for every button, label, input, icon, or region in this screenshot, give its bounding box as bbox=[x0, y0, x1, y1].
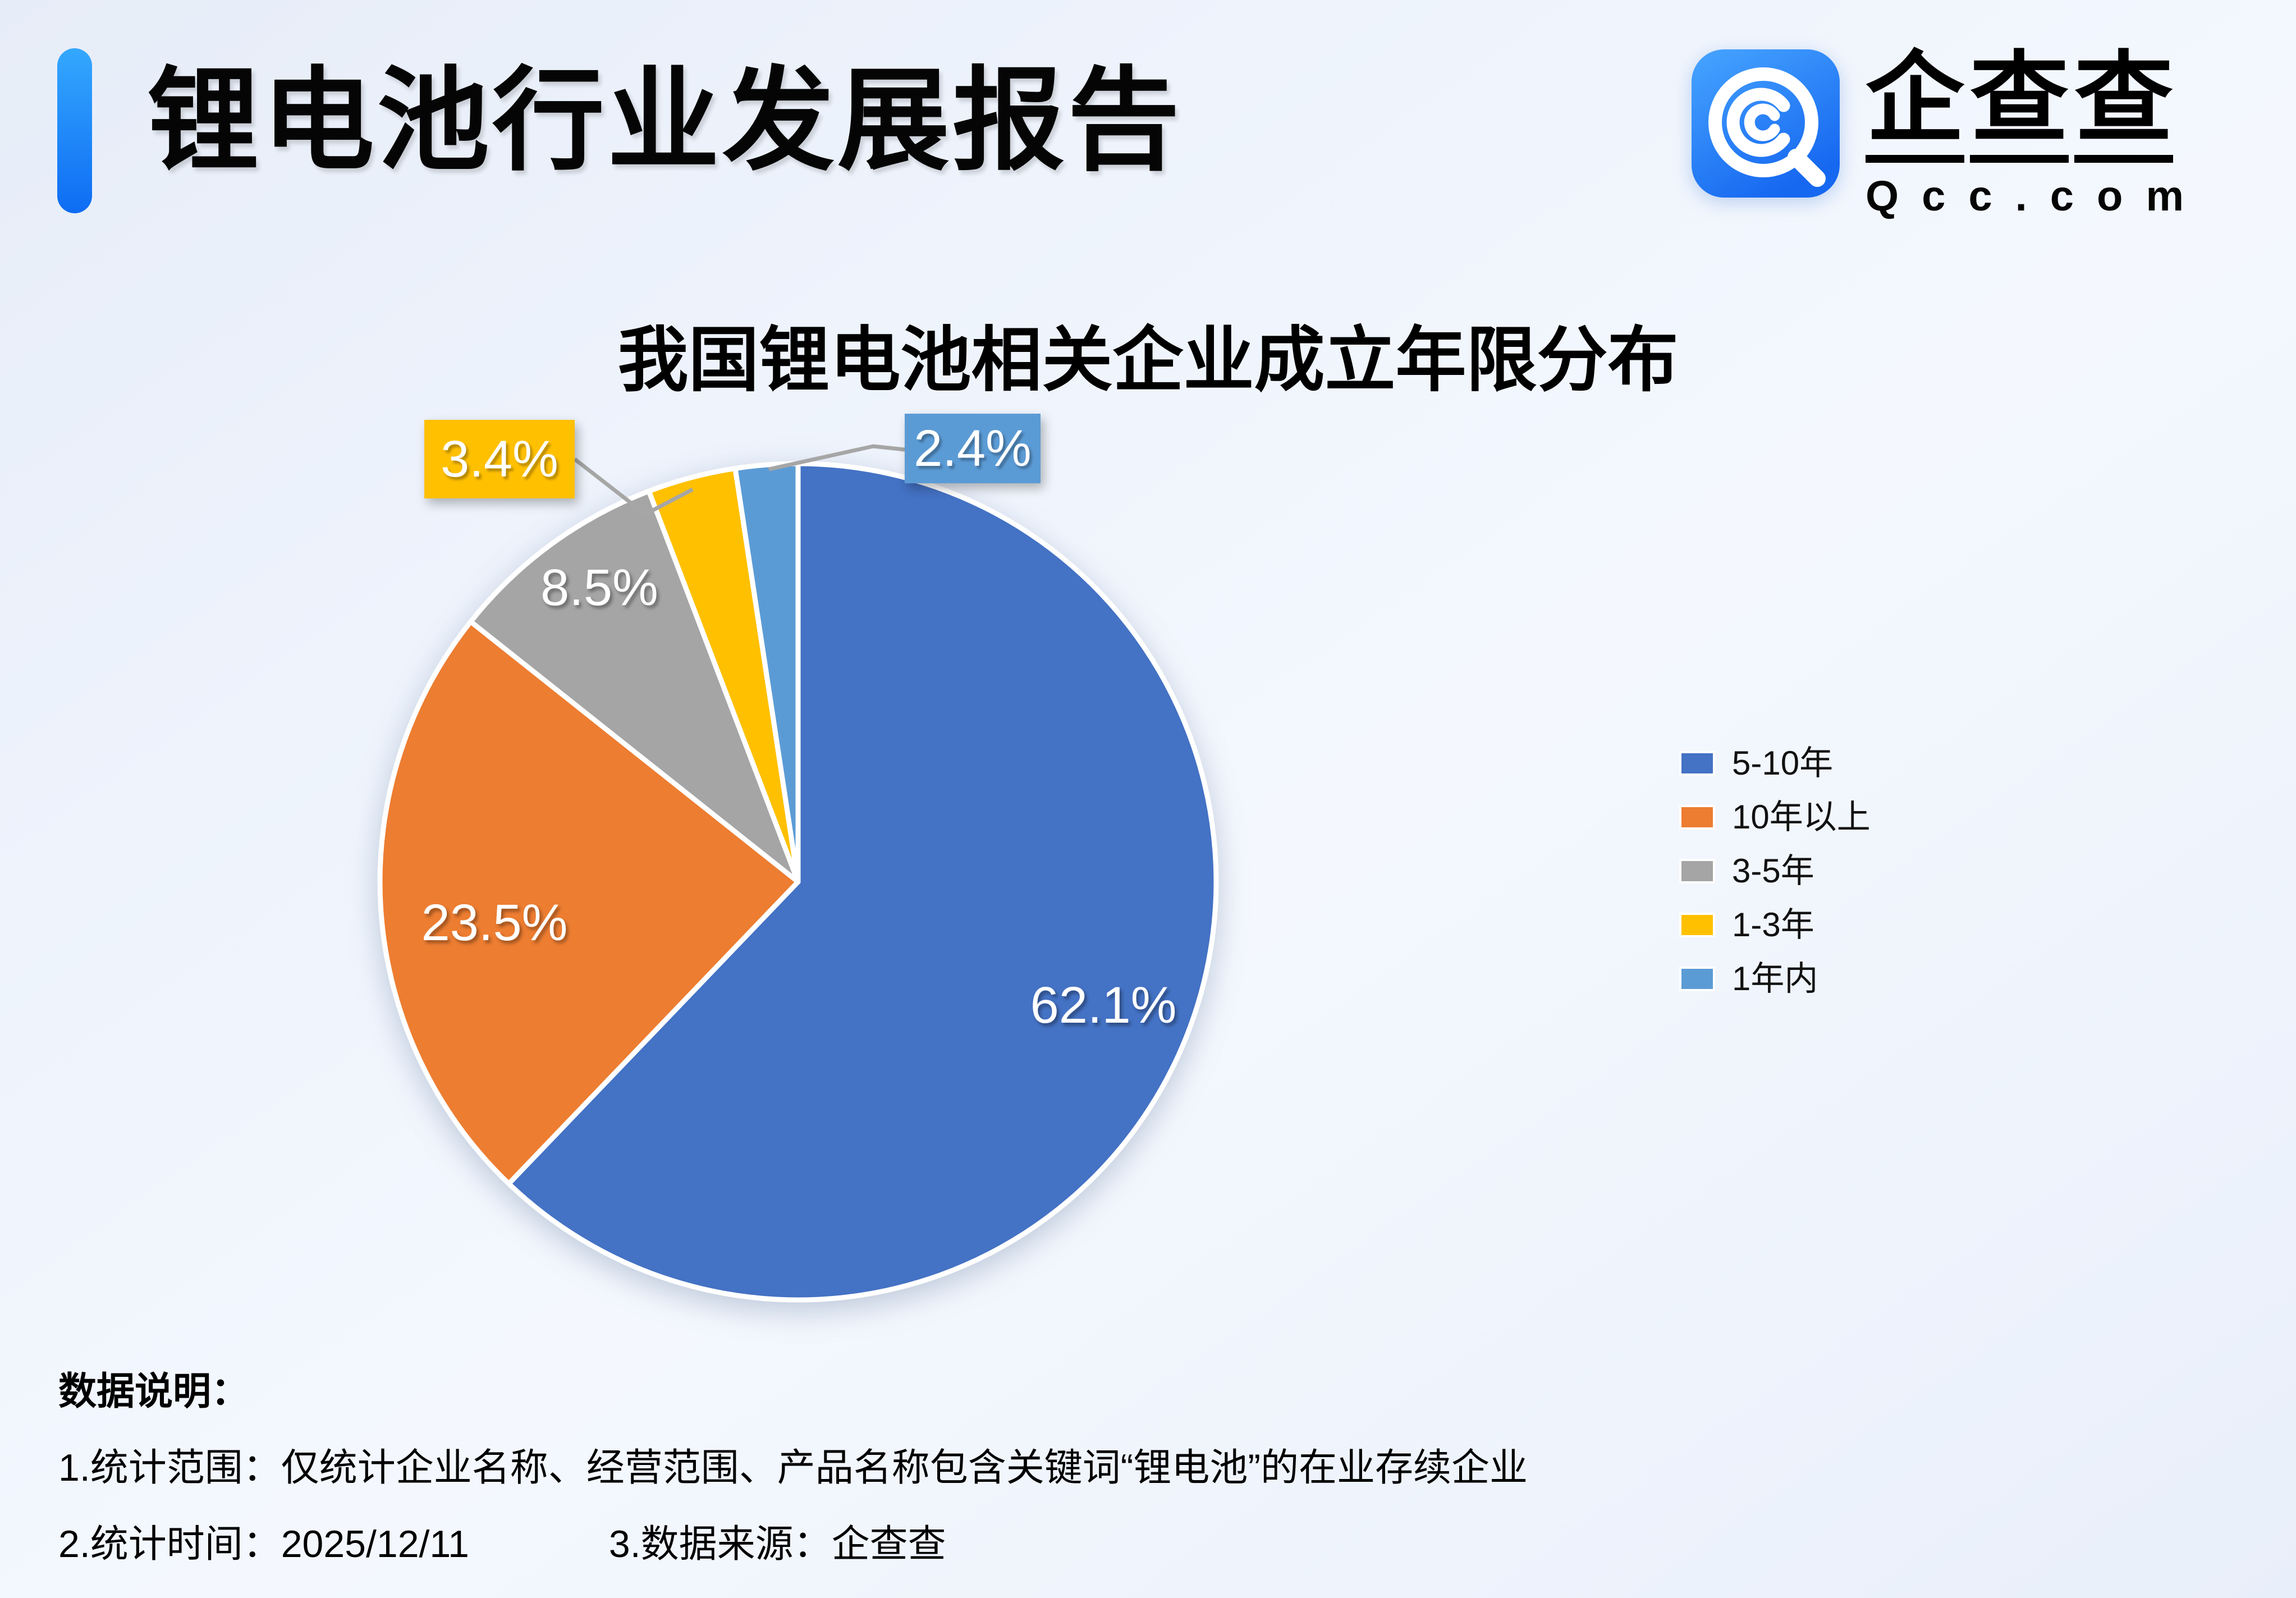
page-title: 锂电池行业发展报告 bbox=[147, 58, 1183, 184]
legend-label: 1-3年 bbox=[1732, 906, 1814, 944]
pie-label-10year-plus: 23.5% bbox=[421, 894, 568, 951]
legend-item-10年以上: 10年以上 bbox=[1681, 798, 1871, 836]
legend-swatch bbox=[1681, 753, 1713, 773]
qcc-logo: 企 查 查 Qcc.com bbox=[1692, 49, 2207, 221]
legend-item-3-5年: 3-5年 bbox=[1681, 852, 1871, 890]
pie-slices bbox=[377, 461, 1219, 1303]
legend-item-1年内: 1年内 bbox=[1681, 960, 1871, 997]
legend-label: 3-5年 bbox=[1732, 852, 1814, 890]
leader-line-1-3year bbox=[573, 457, 694, 516]
legend-swatch bbox=[1681, 969, 1713, 989]
leader-line-1year bbox=[768, 444, 905, 471]
brand-name: 企 查 查 bbox=[1866, 49, 2207, 163]
brand-domain: Qcc.com bbox=[1866, 172, 2207, 220]
footnote-stat-time: 2.统计时间：2025/12/11 bbox=[58, 1523, 469, 1565]
pie-label-3-5year: 8.5% bbox=[540, 559, 658, 616]
title-accent-bar bbox=[57, 48, 92, 213]
chart-legend: 5-10年 10年以上 3-5年 1-3年 1年内 bbox=[1681, 744, 1871, 997]
legend-label: 1年内 bbox=[1732, 960, 1818, 997]
legend-swatch bbox=[1681, 807, 1713, 827]
callout-1year: 2.4% bbox=[905, 414, 1041, 483]
qcc-logo-icon bbox=[1692, 49, 1840, 198]
legend-swatch bbox=[1681, 861, 1713, 881]
callout-1-3year: 3.4% bbox=[424, 420, 575, 498]
pie-slice-10年以上 bbox=[377, 619, 801, 1187]
leader-lines bbox=[573, 444, 905, 516]
legend-swatch bbox=[1681, 915, 1713, 935]
legend-item-5-10年: 5-10年 bbox=[1681, 744, 1871, 782]
footnote-line2: 2.统计时间：2025/12/11 3.数据来源：企查查 bbox=[58, 1523, 946, 1565]
brand-char: 企 bbox=[1866, 49, 1965, 163]
footnote-heading: 数据说明： bbox=[58, 1370, 250, 1413]
brand-char: 查 bbox=[2074, 49, 2174, 163]
footnote-scope: 1.统计范围：仅统计企业名称、经营范围、产品名称包含关键词“锂电池”的在业存续企… bbox=[58, 1446, 1528, 1489]
pie-data-labels: 62.1% 23.5% 8.5% bbox=[421, 559, 1177, 1034]
logo-text: 企 查 查 Qcc.com bbox=[1866, 49, 2207, 221]
legend-label: 10年以上 bbox=[1732, 798, 1871, 836]
pie-slice-5-10年 bbox=[506, 461, 1219, 1303]
brand-char: 查 bbox=[1970, 49, 2069, 163]
legend-item-1-3年: 1-3年 bbox=[1681, 906, 1871, 944]
legend-label: 5-10年 bbox=[1732, 744, 1834, 782]
footnote-source: 3.数据来源：企查查 bbox=[608, 1523, 946, 1565]
pie-slice-3-5年 bbox=[468, 488, 801, 885]
chart-title: 我国锂电池相关企业成立年限分布 bbox=[617, 320, 1679, 400]
pie-label-5-10year: 62.1% bbox=[1030, 977, 1177, 1034]
